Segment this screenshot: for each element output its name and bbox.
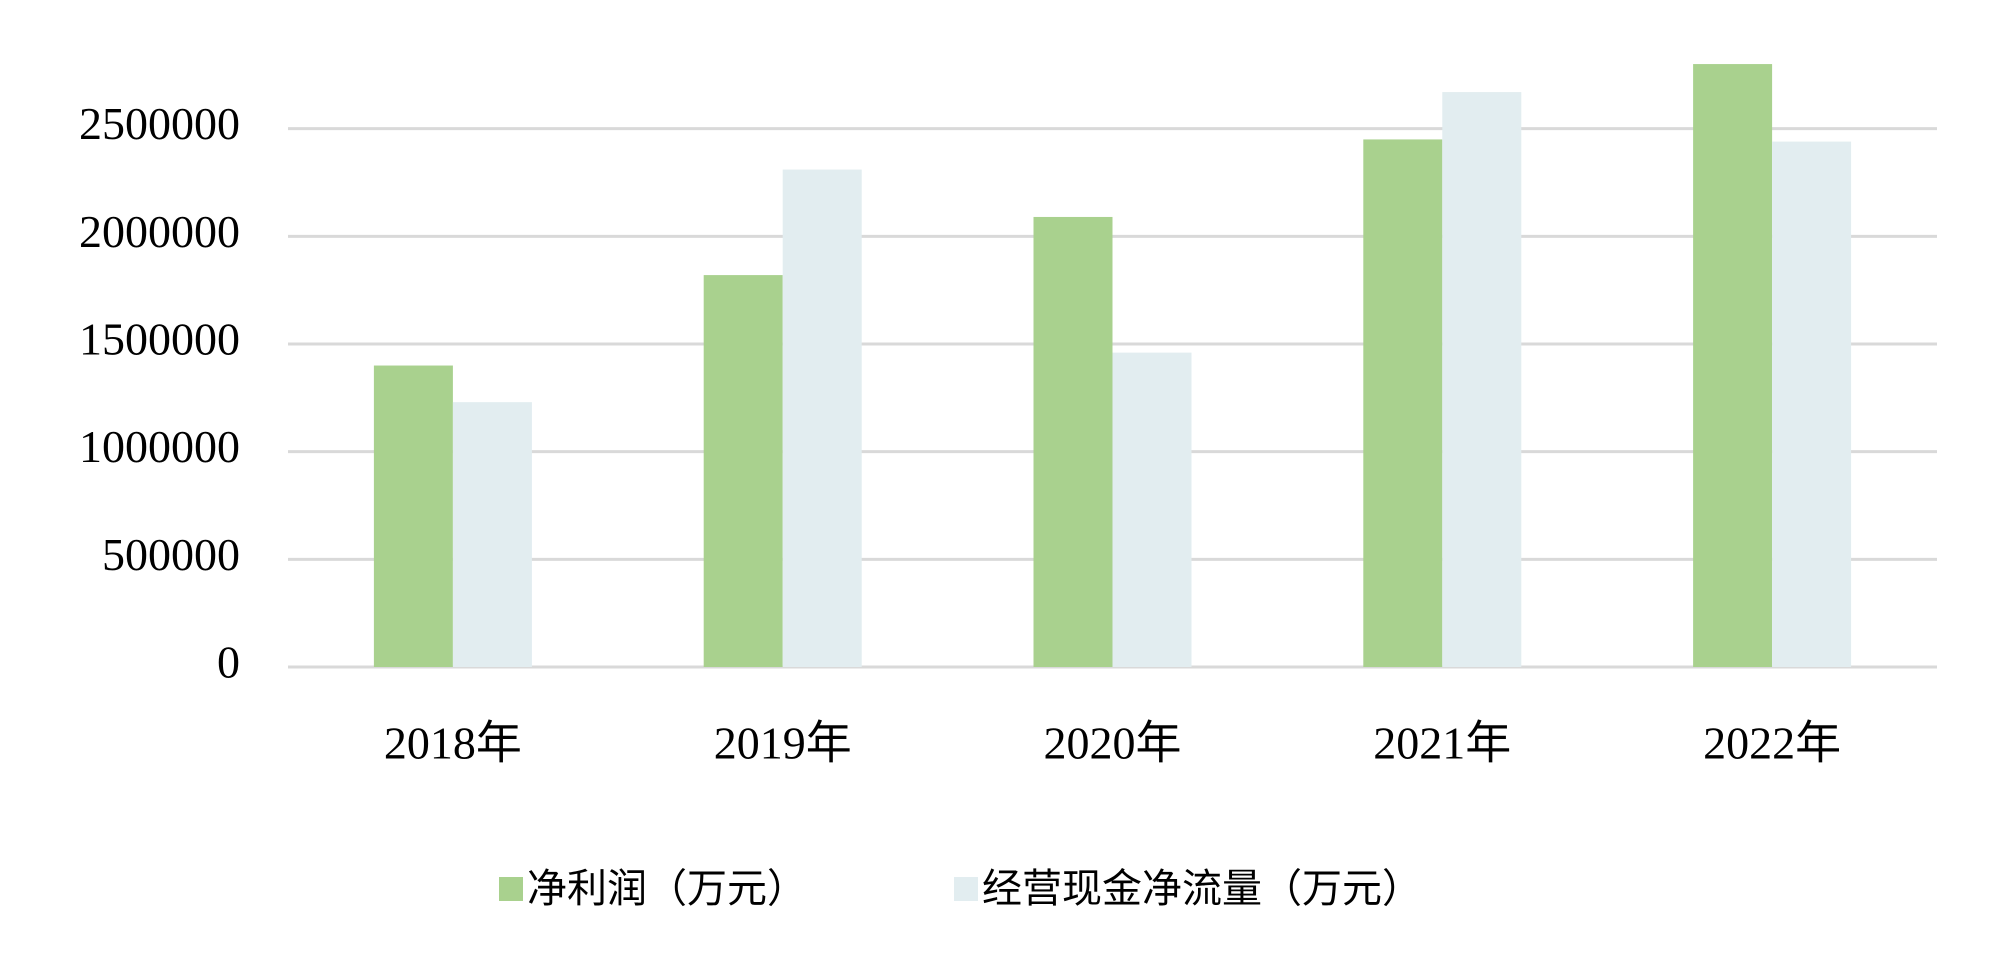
x-tick-label: 2021年	[1373, 718, 1511, 769]
bar	[703, 275, 783, 667]
x-tick-label: 2018年	[384, 718, 522, 769]
y-tick-label: 1500000	[79, 314, 240, 365]
bar	[1693, 64, 1773, 668]
bar	[1112, 352, 1192, 667]
bar	[452, 402, 532, 667]
bar	[1442, 92, 1522, 667]
y-tick-label: 0	[217, 637, 240, 688]
legend-swatch	[499, 877, 523, 901]
bar	[782, 169, 862, 667]
x-tick-label: 2022年	[1703, 718, 1841, 769]
y-tick-label: 1000000	[79, 421, 240, 472]
legend-label: 经营现金净流量（万元）	[982, 866, 1422, 912]
legend-swatch	[954, 877, 978, 901]
x-tick-label: 2019年	[714, 718, 852, 769]
y-tick-label: 500000	[102, 529, 240, 580]
bar	[1772, 141, 1852, 667]
y-tick-label: 2000000	[79, 206, 240, 257]
bar	[1363, 139, 1443, 667]
bar	[1033, 216, 1113, 667]
legend-label: 净利润（万元）	[527, 866, 807, 912]
x-tick-label: 2020年	[1044, 718, 1182, 769]
y-tick-label: 2500000	[79, 98, 240, 149]
bar	[373, 365, 453, 667]
